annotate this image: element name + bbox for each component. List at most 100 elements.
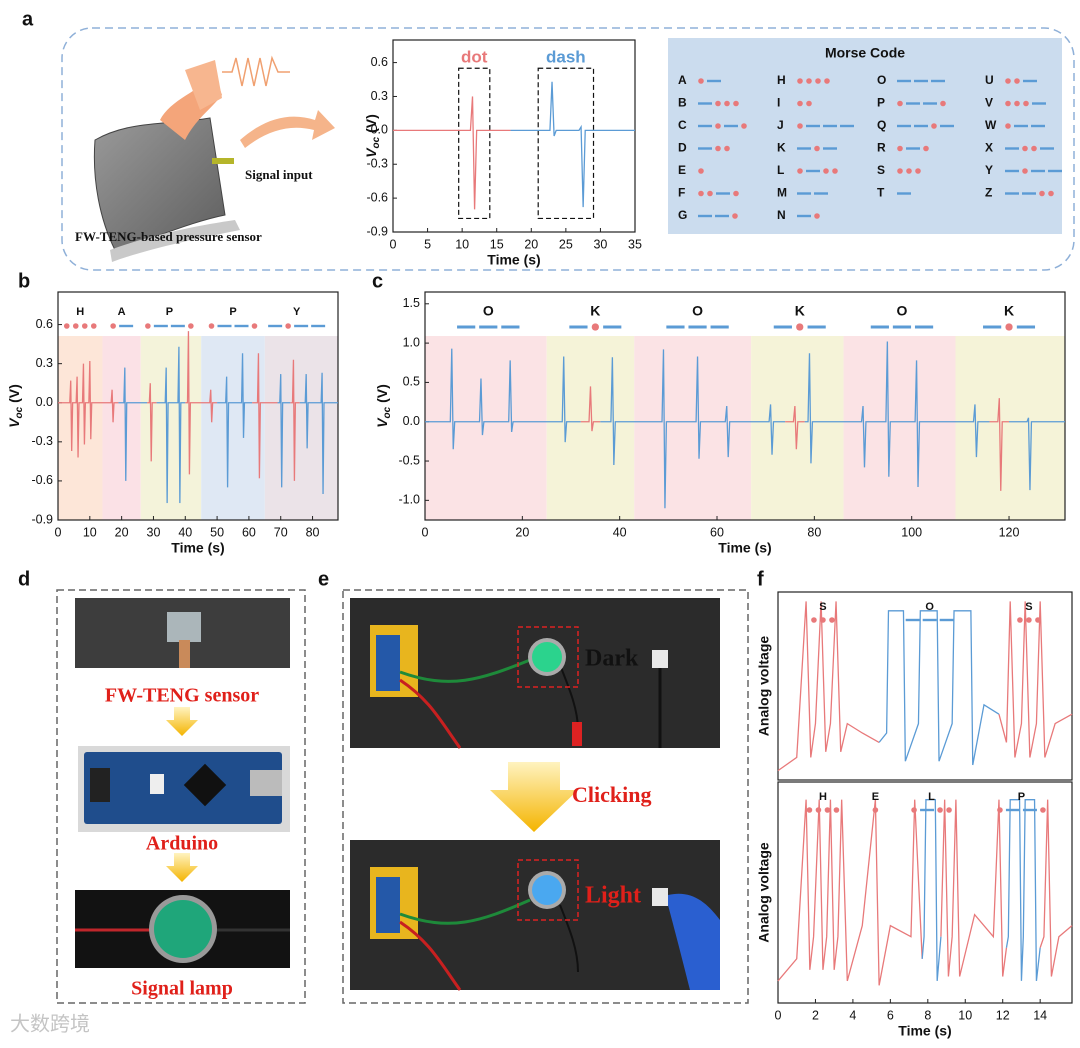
annotation: Signal input (245, 167, 313, 182)
x-tick-label: 80 (807, 525, 821, 539)
morse-dot (715, 100, 721, 107)
x-tick-label: 0 (55, 525, 62, 539)
morse-dot (1031, 145, 1037, 152)
morse-dot (188, 323, 194, 329)
morse-dot (1048, 190, 1054, 197)
letter-label: O (925, 601, 934, 613)
step-label: Signal lamp (131, 978, 233, 1000)
morse-dot (796, 323, 804, 331)
y-tick-label: -0.3 (366, 157, 388, 171)
y-tick-label: 0.3 (36, 356, 53, 370)
watermark: 大数跨境 (10, 1012, 90, 1035)
morse-letter: B (678, 96, 687, 110)
y-axis-label: Voc (V) (363, 114, 382, 158)
morse-letter: P (877, 96, 885, 110)
photo-arduino (78, 746, 290, 832)
morse-dot (806, 807, 813, 813)
y-tick-label: 0.3 (371, 89, 388, 103)
y-axis-label-part: (V) (363, 114, 379, 137)
signal-line (425, 341, 1065, 509)
x-axis-label: Time (s) (718, 540, 771, 556)
signal-line (580, 386, 1010, 491)
morse-dot (946, 807, 952, 813)
x-tick-label: 20 (524, 237, 538, 251)
letter-label: O (897, 303, 908, 319)
caption: FW-TENG-based pressure sensor (75, 229, 262, 244)
morse-dot (1005, 100, 1011, 107)
y-tick-label: -0.6 (31, 473, 53, 487)
letter-label: H (819, 791, 827, 803)
letter-label: E (872, 791, 879, 803)
y-tick-label: 1.5 (403, 296, 420, 310)
photo-dark (350, 598, 720, 749)
x-tick-label: 0 (390, 237, 397, 251)
morse-letter: U (985, 73, 994, 87)
y-axis-label-part: (V) (6, 384, 22, 407)
morse-letter: N (777, 208, 786, 222)
step-label: Arduino (146, 833, 218, 855)
box-label: dot (461, 47, 488, 66)
morse-letter: E (678, 163, 686, 177)
x-tick-label: 60 (242, 525, 256, 539)
letter-label: S (819, 601, 826, 613)
plot-frame (777, 591, 1073, 781)
morse-dot (1005, 123, 1011, 129)
morse-dot (833, 807, 840, 813)
y-tick-label: -0.6 (366, 190, 388, 204)
morse-letter: G (678, 208, 687, 222)
morse-dot (1014, 100, 1020, 107)
morse-dot (937, 807, 943, 813)
morse-dot (1014, 78, 1020, 84)
state-label: Light (585, 883, 641, 909)
letter-label: O (483, 303, 494, 319)
morse-dot (931, 123, 937, 129)
morse-dot (815, 807, 822, 813)
x-axis-label: Time (s) (171, 540, 224, 556)
y-axis-label-part: (V) (374, 384, 390, 407)
morse-dot (1035, 617, 1041, 623)
morse-letter: J (777, 118, 784, 132)
y-tick-label: 1.0 (403, 335, 420, 349)
morse-letter: K (777, 141, 786, 155)
morse-dot (897, 145, 903, 152)
x-tick-label: 60 (710, 525, 724, 539)
morse-dot (1022, 145, 1028, 152)
morse-dot (815, 78, 821, 84)
band (201, 336, 265, 520)
letter-label: P (1018, 791, 1025, 803)
y-tick-label: 0.6 (371, 55, 388, 69)
panel-label: a (22, 8, 34, 30)
photo-light (350, 840, 720, 991)
morse-dot (797, 123, 803, 129)
x-tick-label: 20 (115, 525, 129, 539)
morse-dot (724, 145, 730, 152)
morse-letter: Q (877, 118, 886, 132)
band (264, 336, 338, 520)
x-tick-label: 12 (996, 1008, 1010, 1022)
band (425, 336, 547, 520)
morse-dot (1026, 617, 1032, 623)
y-axis-label-part: V (363, 147, 379, 158)
morse-dot (698, 168, 704, 174)
panel-frame (342, 589, 749, 1004)
morse-dot (110, 323, 116, 329)
signal-line (510, 81, 635, 208)
y-tick-label: 0.0 (403, 414, 420, 428)
panel-label: d (18, 568, 30, 590)
band (955, 336, 1065, 520)
morse-letter: C (678, 118, 687, 132)
morse-dot (1023, 100, 1029, 107)
panel-label: e (318, 568, 329, 590)
morse-dot (732, 213, 738, 219)
letter-label: K (1004, 303, 1014, 319)
morse-dot (707, 190, 713, 197)
photo-sensor (75, 598, 290, 668)
morse-letter: H (777, 73, 786, 87)
arrow (166, 853, 198, 882)
y-axis-label: Voc (V) (374, 384, 393, 428)
morse-dot (698, 190, 704, 197)
band (58, 336, 103, 520)
x-tick-label: 30 (147, 525, 161, 539)
morse-letter: Y (985, 163, 993, 177)
